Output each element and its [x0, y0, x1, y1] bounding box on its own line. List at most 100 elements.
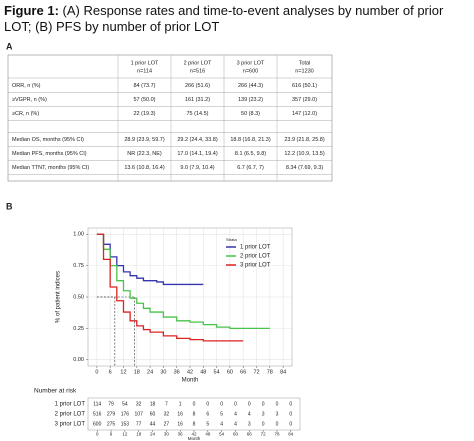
x-tick-label: 42 [191, 432, 197, 437]
row-label: ORR, n (%) [12, 83, 41, 89]
y-tick-label: 0.50 [73, 294, 84, 300]
risk-count: 0 [193, 401, 196, 407]
table-cell: 266 (44.3) [238, 83, 263, 89]
table-cell: 139 (23.2) [238, 97, 263, 103]
table-cell: 6.7 (6.7, 7) [237, 165, 264, 171]
table-cell: 17.0 (14.1, 19.4) [177, 151, 218, 157]
table-cell: 75 (14.5) [186, 111, 208, 117]
risk-count: 54 [122, 401, 128, 407]
table-cell: 8.34 (7.69, 9.3) [286, 165, 323, 171]
risk-count: 600 [93, 421, 102, 427]
table-cell: 57 (50.0) [133, 97, 155, 103]
risk-count: 4 [220, 421, 223, 427]
risk-count: 0 [289, 401, 292, 407]
risk-count: 114 [93, 401, 101, 407]
table-cell: NR (22.3, NE) [127, 151, 162, 157]
risk-count: 0 [289, 421, 292, 427]
x-tick-label: 36 [178, 432, 184, 437]
risk-count: 77 [136, 421, 142, 427]
x-tick-label: 18 [134, 369, 140, 375]
x-tick-label: 78 [267, 369, 273, 375]
column-header: 2 prior LOT [184, 60, 212, 66]
table-cell: 28.9 (23.9, 59.7) [124, 137, 165, 143]
table-cell: 12.2 (10.9, 13.5) [284, 151, 325, 157]
risk-count: 79 [108, 401, 114, 407]
risk-count: 1 [179, 401, 182, 407]
x-tick-label: 48 [200, 369, 206, 375]
column-n: n=1230 [295, 68, 314, 74]
y-tick-label: 0.25 [73, 326, 84, 332]
x-tick-label: 72 [261, 432, 267, 437]
panel-label: B [6, 201, 13, 211]
risk-row-label: 1 prior LOT [55, 402, 86, 408]
x-tick-label: 18 [136, 432, 142, 437]
x-tick-label: 54 [219, 432, 225, 437]
risk-count: 176 [121, 411, 130, 417]
row-label: ≥CR, n (%) [12, 111, 39, 117]
x-tick-label: 0 [96, 432, 99, 437]
x-tick-label: 60 [227, 369, 233, 375]
x-tick-label: 72 [253, 369, 259, 375]
risk-count: 5 [220, 411, 223, 417]
figure-number: Figure 1: [4, 3, 59, 18]
x-tick-label: 30 [164, 432, 170, 437]
column-n: n=600 [243, 68, 258, 74]
risk-count: 8 [193, 421, 196, 427]
y-tick-label: 0.75 [73, 263, 84, 269]
table-cell: 616 (50.1) [292, 83, 317, 89]
x-tick-label: 12 [122, 432, 128, 437]
x-tick-label: 6 [109, 369, 112, 375]
column-n: n=114 [137, 68, 152, 74]
panel-label: A [6, 41, 13, 51]
y-tick-label: 0.00 [73, 357, 84, 363]
x-tick-label: 54 [214, 369, 220, 375]
risk-count: 60 [150, 411, 156, 417]
x-tick-label: 6 [110, 432, 113, 437]
risk-count: 4 [248, 411, 251, 417]
table-cell: 357 (29.0) [292, 97, 317, 103]
risk-row-label: 2 prior LOT [55, 412, 86, 418]
table-cell: 23.9 (21.8, 25.8) [284, 137, 325, 143]
table-border [7, 54, 333, 182]
risk-count: 275 [107, 421, 116, 427]
table-cell: 9.0 (7.9, 10.4) [180, 165, 214, 171]
x-tick-label: 24 [147, 369, 153, 375]
y-tick-label: 1.00 [73, 232, 84, 238]
column-header: Total [299, 60, 311, 66]
survival-curve [96, 233, 244, 342]
table-cell: 161 (31.2) [185, 97, 210, 103]
x-axis-label: Month [188, 436, 201, 441]
x-tick-label: 12 [120, 369, 126, 375]
risk-count: 0 [206, 401, 209, 407]
risk-count: 4 [234, 411, 237, 417]
risk-count: 0 [262, 421, 265, 427]
risk-count: 3 [248, 421, 251, 427]
risk-count: 0 [289, 411, 292, 417]
x-tick-label: 84 [288, 432, 294, 437]
x-tick-label: 42 [187, 369, 193, 375]
risk-table-title: Number at risk [34, 388, 77, 395]
risk-count: 0 [220, 401, 223, 407]
x-tick-label: 24 [150, 432, 156, 437]
x-tick-label: 36 [174, 369, 180, 375]
table-cell: 8.1 (6.5, 9.8) [235, 151, 266, 157]
risk-count: 44 [150, 421, 156, 427]
risk-count: 0 [262, 401, 265, 407]
table-cell: 50 (8.3) [241, 111, 260, 117]
risk-count: 3 [276, 411, 279, 417]
table-cell: 22 (19.3) [133, 111, 155, 117]
column-header: 3 prior LOT [237, 60, 265, 66]
legend-label: 1 prior LOT [240, 245, 271, 251]
risk-count: 8 [193, 411, 196, 417]
risk-count: 27 [164, 421, 170, 427]
survival-curve [96, 233, 204, 286]
risk-count: 16 [177, 411, 183, 417]
x-tick-label: 78 [274, 432, 280, 437]
legend-title: Strata [226, 237, 237, 242]
figure-caption: (A) Response rates and time-to-event ana… [4, 3, 444, 34]
risk-count: 516 [93, 411, 102, 417]
table-cell: 84 (73.7) [133, 83, 155, 89]
column-header: 1 prior LOT [131, 60, 159, 66]
y-axis-label: % of patient indices [56, 271, 62, 323]
risk-count: 16 [177, 421, 183, 427]
